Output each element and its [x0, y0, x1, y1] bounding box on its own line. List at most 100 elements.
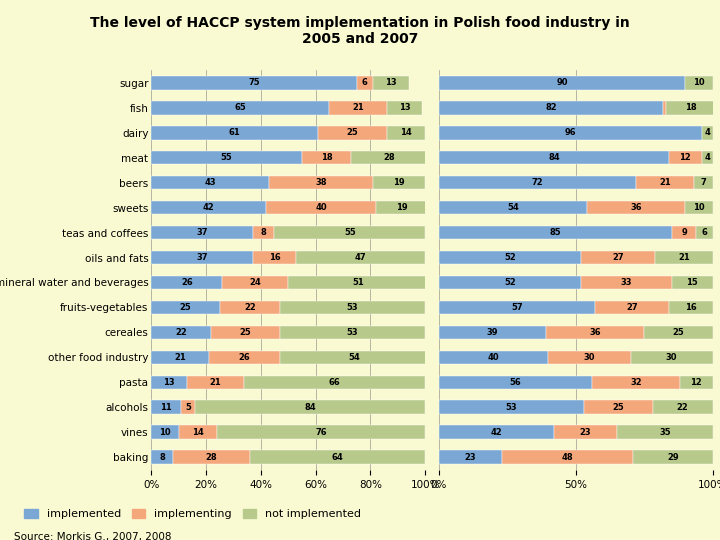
Text: 66: 66 — [329, 378, 341, 387]
Text: 26: 26 — [181, 278, 193, 287]
Bar — [617, 426, 713, 439]
Bar — [151, 270, 425, 295]
Text: 38: 38 — [315, 178, 327, 187]
Bar — [151, 70, 425, 95]
Bar — [439, 95, 713, 120]
Bar — [356, 76, 373, 90]
Bar — [439, 76, 685, 90]
Bar — [173, 450, 250, 464]
Text: 37: 37 — [196, 253, 207, 262]
Bar — [151, 275, 222, 289]
Bar — [151, 450, 173, 464]
Text: 25: 25 — [240, 328, 251, 337]
Bar — [584, 401, 652, 414]
Bar — [151, 220, 425, 245]
Bar — [351, 151, 428, 165]
Bar — [195, 401, 425, 414]
Text: 21: 21 — [659, 178, 671, 187]
Text: 30: 30 — [584, 353, 595, 362]
Text: 84: 84 — [548, 153, 559, 162]
Bar — [439, 220, 713, 245]
Text: 14: 14 — [400, 128, 412, 137]
Text: 64: 64 — [332, 453, 343, 462]
Bar — [696, 226, 713, 239]
Text: 8: 8 — [261, 228, 266, 237]
Bar — [274, 226, 425, 239]
Bar — [439, 295, 713, 320]
Text: 82: 82 — [545, 103, 557, 112]
Text: 12: 12 — [690, 378, 702, 387]
Bar — [151, 176, 269, 190]
Bar — [655, 251, 713, 265]
Bar — [693, 176, 713, 190]
Text: 19: 19 — [393, 178, 405, 187]
Text: 76: 76 — [315, 428, 327, 437]
Bar — [329, 101, 387, 114]
Bar — [439, 395, 713, 420]
Text: 14: 14 — [192, 428, 204, 437]
Bar — [439, 145, 713, 170]
Text: 39: 39 — [487, 328, 498, 337]
Text: 36: 36 — [589, 328, 600, 337]
Text: 40: 40 — [488, 353, 500, 362]
Text: 28: 28 — [384, 153, 395, 162]
Bar — [266, 201, 376, 214]
Text: 52: 52 — [504, 278, 516, 287]
Bar — [549, 350, 631, 365]
Bar — [595, 301, 669, 314]
Bar — [439, 101, 664, 114]
Bar — [217, 426, 425, 439]
Text: Source: Morkis G., 2007, 2008: Source: Morkis G., 2007, 2008 — [14, 532, 172, 540]
Text: 33: 33 — [621, 278, 632, 287]
Bar — [439, 70, 713, 95]
Text: 51: 51 — [352, 278, 364, 287]
Bar — [151, 395, 425, 420]
Text: 23: 23 — [580, 428, 591, 437]
Text: 19: 19 — [396, 203, 408, 212]
Text: 43: 43 — [204, 178, 216, 187]
Bar — [702, 126, 713, 139]
Bar — [439, 176, 636, 190]
Bar — [297, 251, 425, 265]
Bar — [666, 101, 716, 114]
Bar — [439, 275, 581, 289]
Text: 53: 53 — [505, 403, 517, 412]
Bar — [151, 445, 425, 470]
Bar — [439, 120, 713, 145]
Bar — [664, 101, 666, 114]
Bar — [672, 226, 696, 239]
Bar — [439, 126, 702, 139]
Legend: implemented, implementing, not implemented: implemented, implementing, not implement… — [20, 504, 366, 524]
Bar — [439, 270, 713, 295]
Bar — [280, 301, 425, 314]
Text: 15: 15 — [686, 278, 698, 287]
Bar — [439, 450, 502, 464]
Bar — [439, 345, 713, 370]
Text: 18: 18 — [685, 103, 697, 112]
Text: 25: 25 — [613, 403, 624, 412]
Text: 13: 13 — [385, 78, 397, 87]
Text: 9: 9 — [681, 228, 687, 237]
Bar — [685, 76, 713, 90]
Bar — [151, 151, 302, 165]
Text: 22: 22 — [176, 328, 187, 337]
Bar — [669, 151, 702, 165]
Text: 32: 32 — [630, 378, 642, 387]
Text: 21: 21 — [678, 253, 690, 262]
Text: 10: 10 — [693, 78, 705, 87]
Bar — [546, 326, 644, 339]
Bar — [439, 170, 713, 195]
Bar — [373, 76, 409, 90]
Text: 12: 12 — [680, 153, 691, 162]
Bar — [636, 176, 693, 190]
Text: 13: 13 — [163, 378, 175, 387]
Bar — [439, 420, 713, 445]
Bar — [581, 251, 655, 265]
Bar — [253, 226, 274, 239]
Text: 16: 16 — [685, 303, 697, 312]
Text: 5: 5 — [185, 403, 191, 412]
Text: 56: 56 — [510, 378, 521, 387]
Text: 22: 22 — [244, 303, 256, 312]
Text: 10: 10 — [159, 428, 171, 437]
Bar — [439, 426, 554, 439]
